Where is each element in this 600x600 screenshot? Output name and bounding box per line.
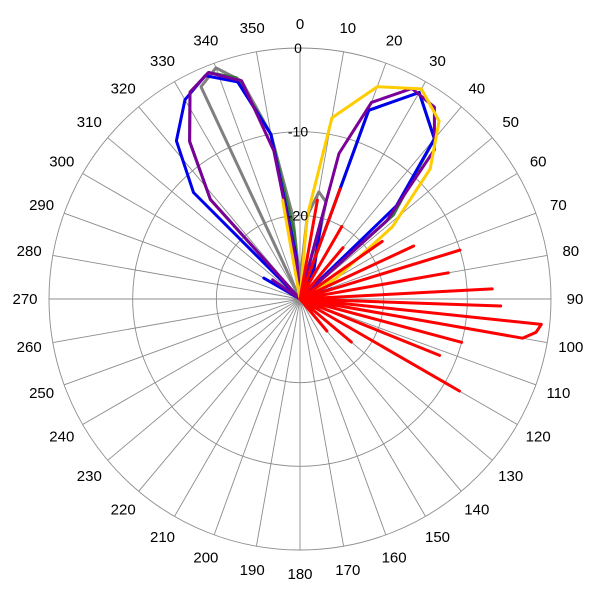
angle-spoke	[138, 298, 301, 492]
angle-spoke	[107, 137, 301, 300]
angle-spoke	[63, 298, 301, 386]
angle-tick-label: 190	[240, 562, 265, 579]
angle-tick-label: 350	[240, 20, 265, 37]
angle-spoke	[52, 298, 301, 344]
angle-tick-label: 290	[29, 197, 54, 214]
angle-tick-label: 150	[425, 529, 450, 546]
radial-tick-label: 0	[294, 40, 302, 56]
angle-tick-label: 230	[77, 468, 102, 485]
angle-tick-label: 40	[468, 80, 485, 97]
angle-spoke	[174, 298, 301, 517]
angle-spoke	[52, 254, 301, 300]
angle-tick-label: 50	[502, 114, 519, 131]
angle-tick-label: 240	[49, 429, 74, 446]
radial-tick-labels: 0 -10 -20	[288, 40, 308, 223]
series-layer	[174, 66, 543, 393]
angle-tick-label: 80	[562, 243, 579, 260]
angle-spoke	[299, 298, 387, 536]
angle-tick-label: 260	[17, 339, 42, 356]
angle-spoke	[107, 298, 301, 461]
angle-tick-label: 170	[335, 562, 360, 579]
angle-tick-label: 210	[150, 529, 175, 546]
angle-tick-label: 320	[111, 80, 136, 97]
angle-spoke	[213, 298, 301, 536]
angle-tick-label: 30	[429, 53, 446, 70]
angle-tick-label: 250	[29, 385, 54, 402]
radial-ring	[132, 131, 468, 467]
angle-tick-label: 10	[339, 20, 356, 37]
radial-ring	[48, 47, 552, 551]
angle-tick-label: 20	[386, 33, 403, 50]
angle-spoke	[299, 298, 345, 547]
angle-tick-label: 120	[526, 429, 551, 446]
angle-tick-label: 200	[193, 549, 218, 566]
radial-ring	[215, 214, 385, 384]
angle-tick-label: 60	[530, 154, 547, 171]
angle-tick-label: 180	[287, 566, 312, 583]
angle-tick-label: 130	[498, 468, 523, 485]
angle-tick-label: 70	[550, 197, 567, 214]
angle-tick-label: 90	[567, 291, 584, 308]
angle-tick-label: 100	[558, 339, 583, 356]
angle-spoke	[299, 298, 426, 517]
radial-tick-label: -10	[288, 124, 308, 140]
angle-tick-label: 220	[111, 502, 136, 519]
series-line-5	[281, 85, 441, 301]
angle-spoke	[255, 298, 301, 547]
angle-spoke	[213, 62, 301, 300]
series-line-6	[298, 187, 543, 393]
angle-tick-label: 280	[17, 243, 42, 260]
angle-tick-label: 140	[464, 502, 489, 519]
radial-tick-label: -20	[288, 207, 308, 223]
angle-spoke	[174, 81, 301, 300]
angle-spoke	[63, 212, 301, 300]
angle-tick-label: 310	[77, 114, 102, 131]
angle-tick-label: 160	[382, 549, 407, 566]
angle-tick-label: 110	[546, 385, 570, 402]
angle-tick-label: 300	[49, 154, 74, 171]
angle-spoke	[299, 212, 537, 300]
angle-tick-label: 270	[12, 291, 37, 308]
angle-tick-label: 0	[296, 16, 304, 33]
angle-tick-label: 340	[193, 33, 218, 50]
angle-tick-labels: 0 10 20 30 40 50 60 70 80 90 100 110 120 130 140 150 160…	[12, 16, 583, 583]
angle-spoke	[82, 298, 301, 425]
angle-tick-label: 330	[150, 53, 175, 70]
